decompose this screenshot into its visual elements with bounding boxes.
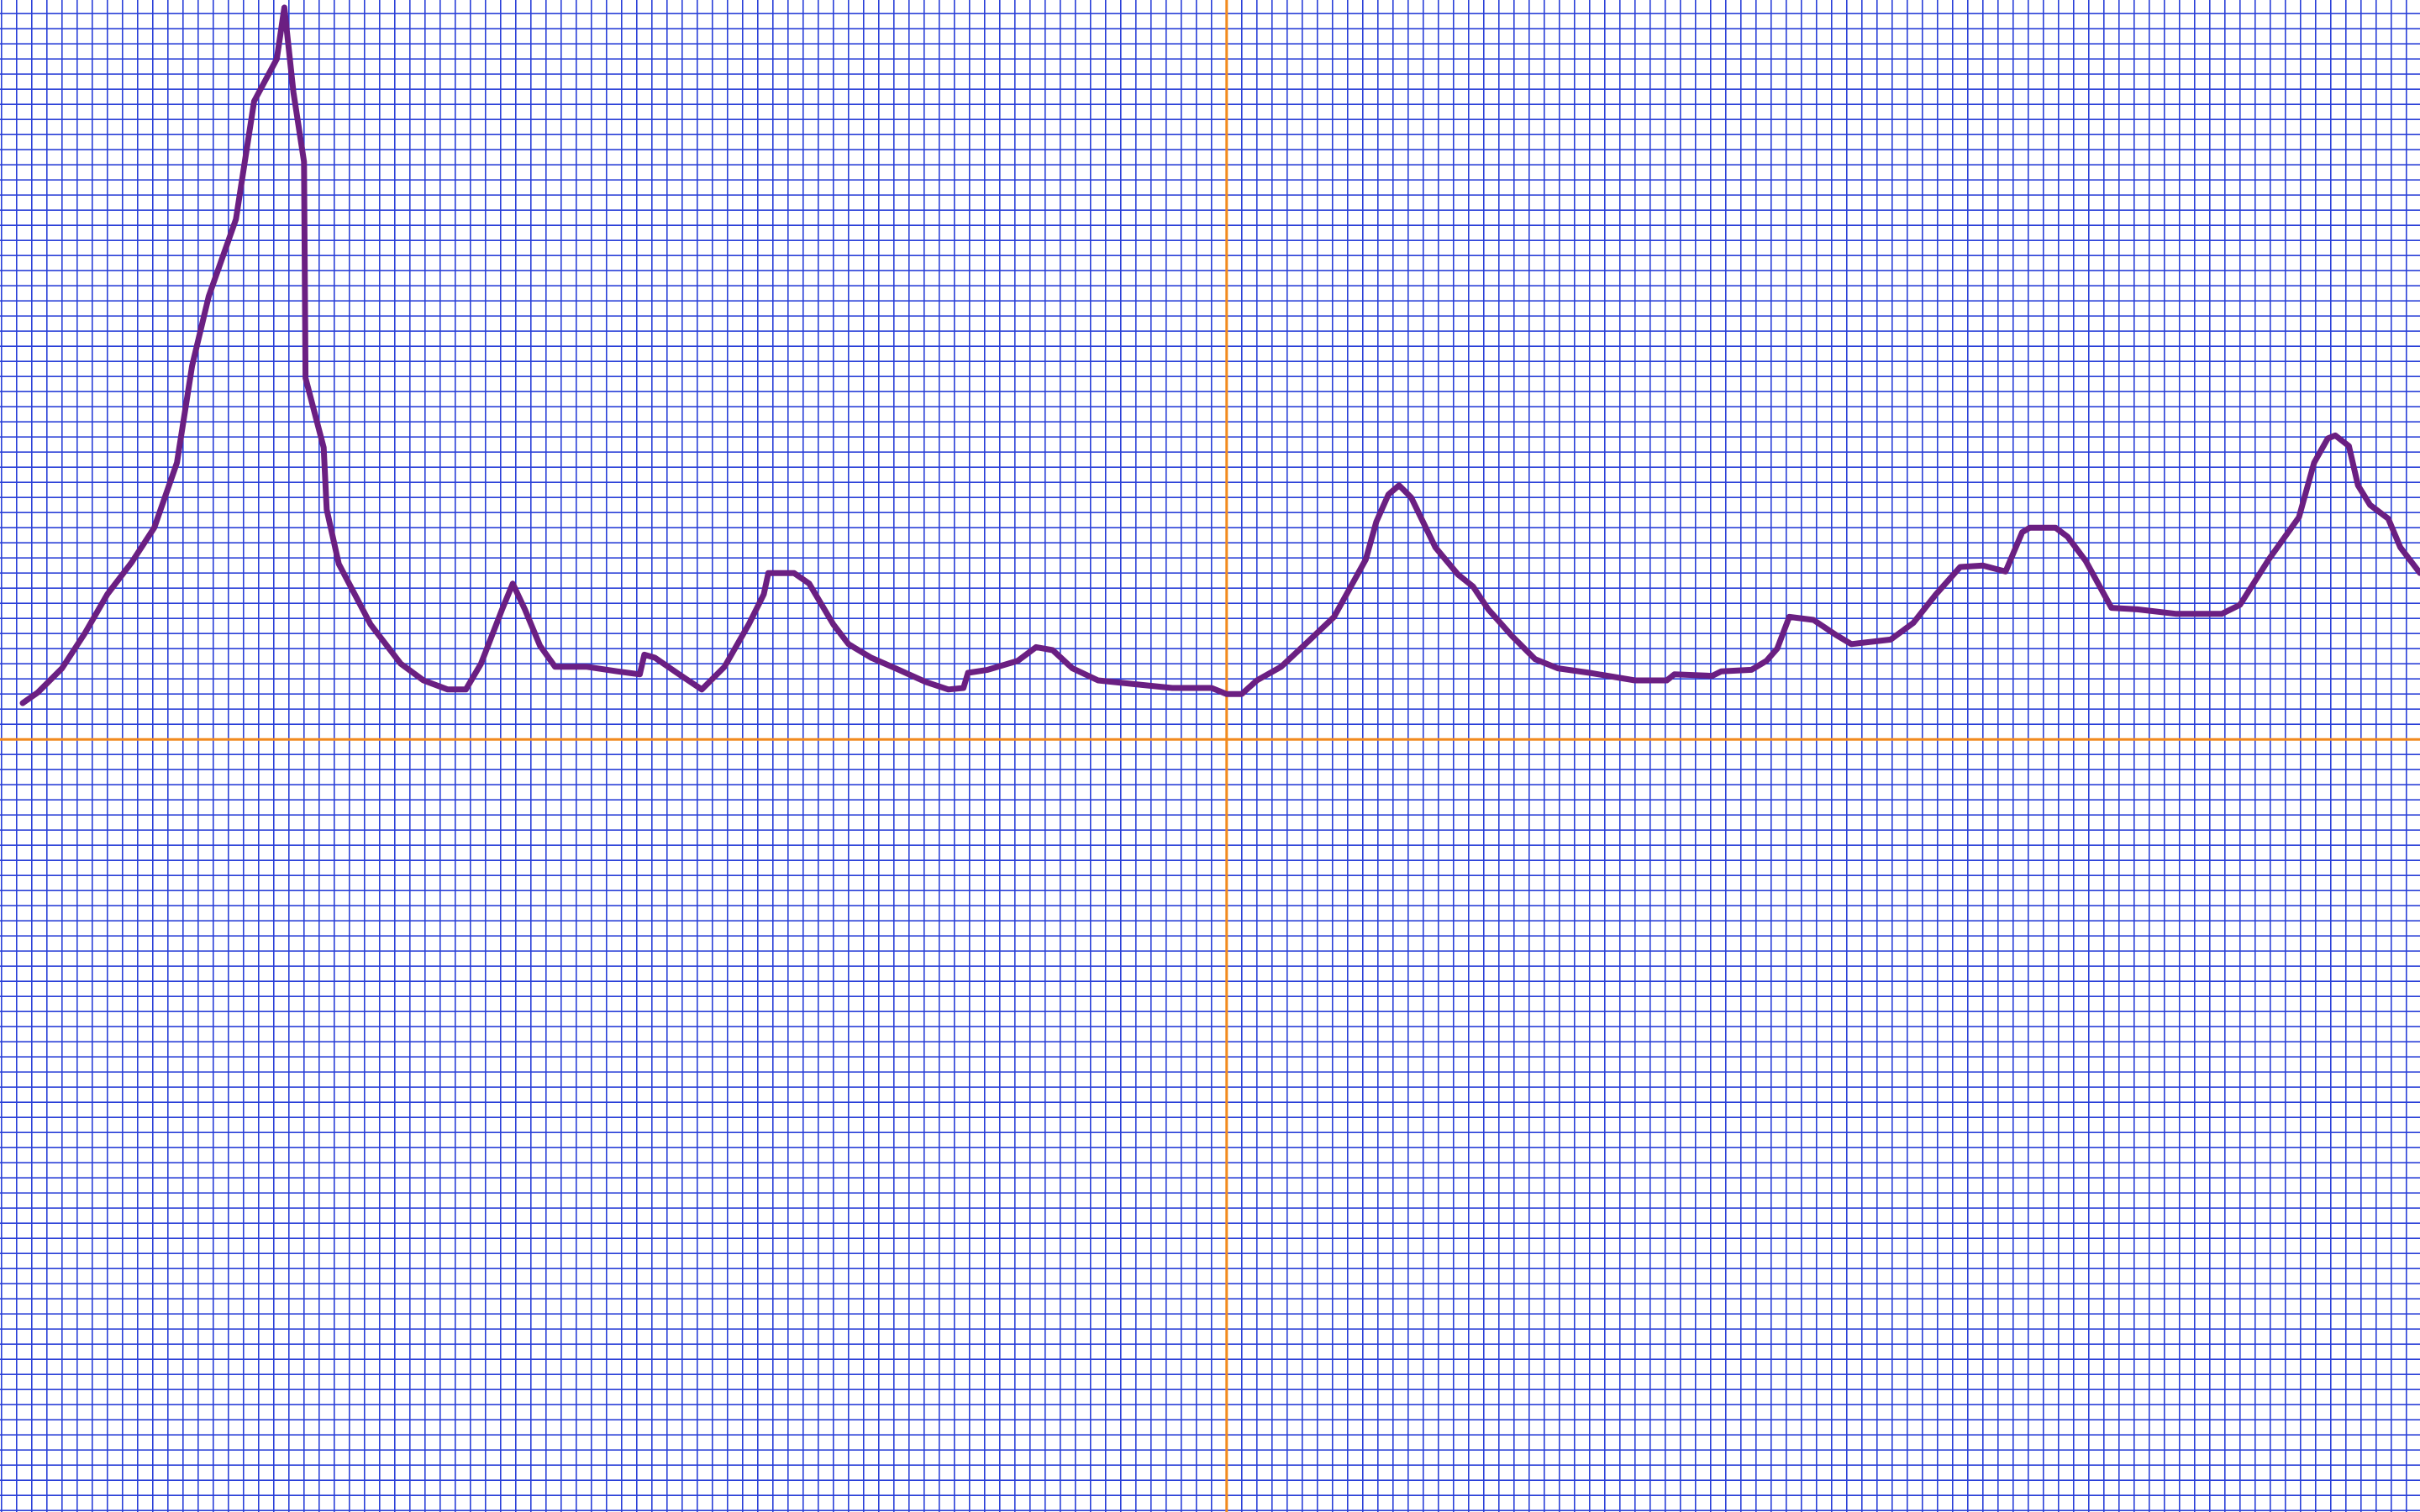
data-line [19,4,2420,706]
